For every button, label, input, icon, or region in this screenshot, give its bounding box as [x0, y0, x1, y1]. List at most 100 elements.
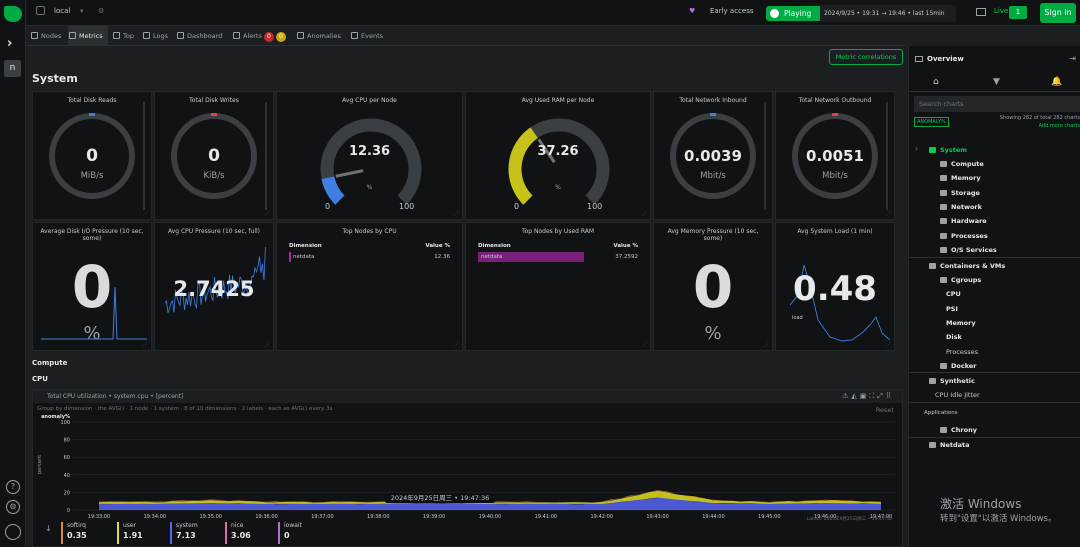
anomaly-toggle[interactable]: ANOMALY%	[914, 117, 949, 127]
nav-hardware[interactable]: Hardware	[940, 217, 987, 225]
nav-cgroups[interactable]: Cgroups	[940, 276, 981, 284]
card-top-nodes-ram[interactable]: Top Nodes by Used RAM Dimension Value % …	[465, 222, 651, 351]
tab-dashboard[interactable]: Dashboard	[176, 26, 226, 46]
resize-handle-icon[interactable]: ⋰	[764, 211, 769, 217]
alerts-tab-icon[interactable]: 🔔	[1051, 77, 1063, 87]
nav-compute[interactable]: Compute	[940, 160, 984, 168]
charts-tab-icon[interactable]: ⌂	[933, 77, 939, 87]
nav-netdata[interactable]: Netdata	[929, 441, 970, 449]
resize-handle-icon[interactable]: ⋰	[265, 342, 270, 348]
legend-system[interactable]: system 7.13	[170, 522, 220, 544]
add-more-charts-link[interactable]: Add more charts	[1038, 123, 1080, 129]
x-tick-label: 19:38:00	[367, 514, 389, 520]
card-cpu-per-node[interactable]: Avg CPU per Node 12.36 % 0 100 ⋰	[276, 91, 463, 220]
nav-cgroups-processes[interactable]: Processes	[946, 348, 978, 356]
space-selector[interactable]: local	[54, 7, 71, 15]
tab-logs[interactable]: Logs	[142, 26, 174, 46]
resize-handle-icon[interactable]: ⋰	[642, 342, 647, 348]
search-charts-input[interactable]: Search charts	[914, 96, 1080, 112]
legend-softirq[interactable]: softirq 0.35	[61, 522, 111, 544]
user-avatar-icon[interactable]	[5, 524, 21, 540]
cpu-utilization-chart[interactable]: Total CPU utilization • system.cpu • [pe…	[32, 389, 903, 547]
card-cpu-pressure[interactable]: Avg CPU Pressure (10 sec, full) 2.7425 ⋰	[154, 222, 274, 351]
space-avatar[interactable]: n	[4, 60, 21, 77]
card-network-inbound[interactable]: Total Network Inbound 0.0039 Mbit/s ⋰	[653, 91, 773, 220]
chevron-down-icon[interactable]: ▾	[80, 7, 84, 15]
tab-anomalies[interactable]: Anomalies	[296, 26, 346, 46]
x-tick-label: 19:37:00	[311, 514, 333, 520]
legend-user[interactable]: user 1.91	[117, 522, 167, 544]
expand-sidebar-icon[interactable]: ›	[7, 36, 13, 51]
help-icon[interactable]: ?	[6, 480, 20, 494]
settings-icon[interactable]: ⚙	[6, 500, 20, 514]
tab-events[interactable]: Events	[350, 26, 392, 46]
card-disk-pressure[interactable]: Average Disk I/O Pressure (10 sec, some)…	[32, 222, 152, 351]
live-count-badge[interactable]: 1	[1009, 6, 1027, 19]
card-system-load[interactable]: Avg System Load (1 min) 0.48 load ⋰	[775, 222, 895, 351]
resize-handle-icon[interactable]: ⋰	[454, 342, 459, 348]
resize-handle-icon[interactable]: ⋰	[642, 211, 647, 217]
nav-cgroups-psi[interactable]: PSI	[946, 305, 958, 313]
nav-containers-vms[interactable]: Containers & VMs	[929, 262, 1005, 270]
resize-handle-icon[interactable]: ⋰	[265, 211, 270, 217]
space-settings-icon[interactable]: ⚙	[98, 7, 105, 15]
sort-arrow-icon[interactable]: ↓	[45, 524, 52, 533]
nav-synthetic[interactable]: Synthetic	[929, 377, 975, 385]
charts-count: Showing 282 of total 282 charts	[999, 115, 1080, 121]
nav-cgroups-memory[interactable]: Memory	[946, 319, 976, 327]
resize-handle-icon[interactable]: ⋰	[764, 342, 769, 348]
tab-nodes[interactable]: Nodes	[30, 26, 66, 46]
cpu-plot-area[interactable]: percent anomaly%100 80 60 40 20 0 19:33:00 19:34…	[33, 414, 904, 524]
nav-memory[interactable]: Memory	[940, 174, 981, 182]
tab-label: Events	[361, 32, 384, 40]
x-tick-label: 19:42:00	[590, 514, 612, 520]
resize-handle-icon[interactable]: ⋰	[886, 342, 891, 348]
nav-docker[interactable]: Docker	[940, 362, 976, 370]
card-ram-per-node[interactable]: Avg Used RAM per Node 37.26 % 0 100 ⋰	[465, 91, 651, 220]
nav-storage[interactable]: Storage	[940, 189, 980, 197]
resize-handle-icon[interactable]: ⋰	[143, 342, 148, 348]
netdata-icon	[929, 442, 936, 448]
nodes-icon[interactable]	[976, 8, 986, 16]
series-area-system[interactable]	[99, 497, 881, 510]
nav-system[interactable]: System	[929, 146, 967, 154]
chart-group-by-toolbar[interactable]: Group by dimension · the AVG() · 1 node …	[37, 406, 333, 412]
expand-arrow-icon[interactable]: ›	[915, 145, 918, 153]
card-memory-pressure[interactable]: Avg Memory Pressure (10 sec, some) 0 % ⋰	[653, 222, 773, 351]
legend-iowait[interactable]: iowait 0	[278, 522, 328, 544]
resize-handle-icon[interactable]: ⋰	[143, 211, 148, 217]
metric-correlations-button[interactable]: Metric correlations	[829, 49, 903, 65]
netdata-logo[interactable]	[4, 6, 22, 22]
nav-chrony[interactable]: Chrony	[940, 426, 977, 434]
card-top-nodes-cpu[interactable]: Top Nodes by CPU Dimension Value % netda…	[276, 222, 463, 351]
series-area-user[interactable]	[99, 490, 881, 504]
tab-metrics[interactable]: Metrics	[68, 26, 108, 46]
legend-nice[interactable]: nice 3.06	[225, 522, 275, 544]
cgroups-icon	[940, 277, 947, 283]
chart-actions-icons[interactable]: ⚠◭▣⛶⤢⠿	[842, 392, 894, 400]
tab-alerts[interactable]: Alerts 0 0	[232, 26, 288, 46]
chart-title: Total CPU utilization • system.cpu • [pe…	[33, 390, 902, 403]
nav-cgroups-disk[interactable]: Disk	[946, 333, 962, 341]
card-disk-reads[interactable]: Total Disk Reads 0 MiB/s ⋰	[32, 91, 152, 220]
card-network-outbound[interactable]: Total Network Outbound 0.0051 Mbit/s ⋰	[775, 91, 895, 220]
nav-cpu-idle-jitter[interactable]: CPU Idle Jitter	[935, 391, 980, 399]
left-rail: › n ? ⚙	[0, 0, 26, 547]
collapse-panel-icon[interactable]: ⇥	[1069, 54, 1076, 63]
resize-handle-icon[interactable]: ⋰	[454, 211, 459, 217]
resize-handle-icon[interactable]: ⋰	[886, 211, 891, 217]
tab-top[interactable]: Top	[112, 26, 140, 46]
filter-tab-icon[interactable]: ▼	[993, 77, 1000, 87]
nav-processes[interactable]: Processes	[940, 232, 988, 240]
nav-network[interactable]: Network	[940, 203, 982, 211]
time-range-picker[interactable]: 2024/9/25 • 19:31 → 19:46 • last 15min	[820, 5, 956, 22]
card-disk-writes[interactable]: Total Disk Writes 0 KiB/s ⋰	[154, 91, 274, 220]
early-access-link[interactable]: Early access	[710, 7, 754, 15]
sign-in-button[interactable]: Sign in	[1040, 3, 1076, 23]
series-area-softirq[interactable]	[99, 490, 881, 503]
nav-cgroups-cpu[interactable]: CPU	[946, 290, 961, 298]
nav-os-services[interactable]: O/S Services	[940, 246, 997, 254]
reset-button[interactable]: Reset	[875, 406, 894, 414]
row-bar	[289, 252, 291, 262]
divider	[909, 402, 1080, 403]
